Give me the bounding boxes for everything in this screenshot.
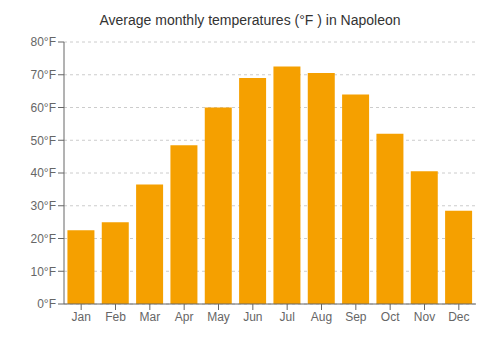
svg-text:Apr: Apr xyxy=(175,310,194,324)
svg-text:Jul: Jul xyxy=(279,310,294,324)
svg-text:Jan: Jan xyxy=(71,310,90,324)
svg-text:Nov: Nov xyxy=(414,310,435,324)
svg-text:20°F: 20°F xyxy=(31,232,56,246)
svg-text:Aug: Aug xyxy=(311,310,332,324)
svg-text:May: May xyxy=(207,310,230,324)
svg-text:80°F: 80°F xyxy=(31,35,56,49)
svg-text:Mar: Mar xyxy=(139,310,160,324)
svg-text:60°F: 60°F xyxy=(31,101,56,115)
svg-text:10°F: 10°F xyxy=(31,265,56,279)
svg-text:Jun: Jun xyxy=(243,310,262,324)
svg-text:50°F: 50°F xyxy=(31,134,56,148)
svg-text:Oct: Oct xyxy=(381,310,400,324)
svg-text:0°F: 0°F xyxy=(37,297,56,311)
html-text:Average monthly temperatures (: Average monthly temperatures (°F ) in Na… xyxy=(99,12,401,28)
svg-text:Sep: Sep xyxy=(345,310,367,324)
svg-text:Dec: Dec xyxy=(448,310,469,324)
svg-text:30°F: 30°F xyxy=(31,199,56,213)
svg-text:Feb: Feb xyxy=(105,310,126,324)
svg-text:40°F: 40°F xyxy=(31,166,56,180)
svg-text:70°F: 70°F xyxy=(31,68,56,82)
